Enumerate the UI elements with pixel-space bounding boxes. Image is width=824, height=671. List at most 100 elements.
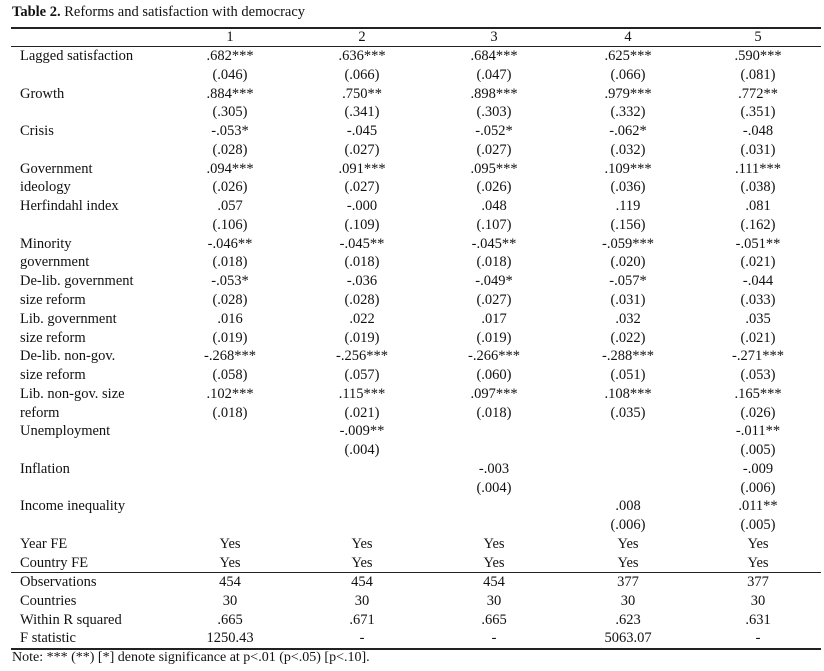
- table-cell: .032: [615, 310, 641, 327]
- table-cell: -.000: [346, 198, 378, 215]
- table-title: Table 2. Reforms and satisfaction with d…: [12, 4, 305, 21]
- table-cell: (.107): [476, 216, 512, 233]
- table-cell: Yes: [483, 554, 505, 571]
- table-cell: .682***: [206, 48, 254, 64]
- table-cell: -.053*: [211, 123, 249, 140]
- table-cell: (.021): [344, 404, 380, 421]
- table-row: size reform (.019) (.019) (.019) (.022) (.021…: [0, 329, 824, 348]
- table-cell: Yes: [219, 536, 241, 553]
- table-cell: (.026): [476, 179, 512, 196]
- table-cell: Yes: [617, 536, 639, 553]
- table-cell: (.035): [610, 404, 646, 421]
- table-cell: -.053*: [211, 273, 249, 290]
- table-cell: (.058): [212, 367, 248, 384]
- table-cell: -.256***: [336, 348, 388, 365]
- table-cell: 30: [750, 592, 766, 609]
- table-cell: -.051**: [735, 235, 781, 252]
- table-row: Countries 30 30 30 30 30: [0, 592, 824, 611]
- table-cell: 377: [747, 574, 769, 590]
- table-cell: 454: [351, 574, 373, 590]
- table-cell: .119: [615, 198, 641, 215]
- table-cell: .590***: [734, 48, 782, 64]
- table-row: Lib. non-gov. size .102*** .115*** .097***.…: [0, 385, 824, 404]
- table-cell: -.057*: [609, 273, 647, 290]
- table-cell: (.028): [344, 292, 380, 308]
- table-cell: (.005): [740, 517, 776, 534]
- table-row: Lib. government .016 .022 .017 .032 .035: [0, 310, 824, 329]
- row-label: Growth: [20, 85, 65, 102]
- table-cell: (.081): [740, 66, 776, 83]
- table-row: Lagged satisfaction .682*** .636*** .684***…: [0, 47, 824, 66]
- table-row: Observations 454 454 454 377 377: [0, 573, 824, 592]
- table-cell: Yes: [351, 536, 373, 553]
- table-row: size reform (.058) (.057) (.060) (.051) (.053…: [0, 366, 824, 385]
- table-cell: (.106): [212, 216, 248, 233]
- table-cell: (.027): [344, 179, 380, 196]
- table-cell: (.022): [610, 329, 646, 346]
- table-cell: (.020): [610, 254, 646, 271]
- table-row: (.004) (.005): [0, 441, 824, 460]
- table-row: Unemployment -.009** -.011**: [0, 422, 824, 441]
- header-row: 1 2 3 4 5: [0, 28, 824, 47]
- table-cell: (.018): [212, 404, 248, 421]
- table-row: (.004) (.006): [0, 479, 824, 498]
- table-row: Inflation -.003 -.009: [0, 460, 824, 479]
- table-cell: -.045: [346, 123, 378, 140]
- table-cell: -.011**: [735, 423, 781, 440]
- table-cell: 454: [483, 574, 505, 590]
- row-label: size reform: [20, 329, 86, 346]
- table-row: (.028) (.027) (.027) (.032) (.031): [0, 141, 824, 160]
- table-cell: .109***: [604, 160, 652, 177]
- table-cell: .898***: [470, 85, 518, 102]
- table-cell: (.046): [212, 66, 248, 83]
- table-cell: .057: [217, 198, 243, 215]
- header-rule: [11, 46, 821, 47]
- row-label: Unemployment: [20, 423, 111, 440]
- table-cell: (.305): [212, 104, 248, 121]
- table-cell: (.033): [740, 292, 776, 308]
- table-cell: .636***: [338, 48, 386, 64]
- table-cell: -.046**: [207, 235, 253, 252]
- table-cell: Yes: [219, 554, 241, 571]
- table-cell: -.062*: [609, 123, 647, 140]
- table-row: government (.018) (.018) (.018) (.020) (.021): [0, 253, 824, 272]
- table-cell: (.021): [740, 329, 776, 346]
- table-cell: (.018): [476, 254, 512, 271]
- table-cell: -.052*: [475, 123, 513, 140]
- table-cell: (.066): [610, 66, 646, 83]
- table-cell: -.003: [478, 460, 510, 477]
- table-cell: (.027): [476, 292, 512, 308]
- table-cell: .017: [481, 310, 507, 327]
- table-cell: .048: [481, 198, 507, 215]
- table-cell: Yes: [351, 554, 373, 571]
- table-row: F statistic 1250.43 - - 5063.07 -: [0, 629, 824, 648]
- table-cell: (.351): [740, 104, 776, 121]
- table-cell: -.045**: [339, 235, 385, 252]
- table-cell: .022: [349, 310, 375, 327]
- table-row: Income inequality .008 .011**: [0, 497, 824, 516]
- table-cell: .772**: [738, 85, 778, 102]
- table-cell: Yes: [483, 536, 505, 553]
- table-cell: (.027): [344, 141, 380, 158]
- table-cell: .091***: [338, 160, 386, 177]
- table-cell: (.047): [476, 66, 512, 83]
- table-cell: (.341): [344, 104, 380, 121]
- row-label: Observations: [20, 574, 97, 590]
- table-cell: .035: [745, 310, 771, 327]
- table-row: Minority -.046** -.045** -.045** -.059*** -.0…: [0, 235, 824, 254]
- table-cell: -: [359, 630, 365, 647]
- table-caption: Reforms and satisfaction with democracy: [64, 4, 306, 20]
- row-label: Within R squared: [20, 611, 122, 628]
- column-header: 3: [490, 29, 498, 45]
- table-cell: .011**: [738, 498, 778, 515]
- row-label: Year FE: [20, 536, 68, 553]
- table-cell: .671: [349, 611, 375, 628]
- table-cell: (.032): [610, 141, 646, 158]
- column-header: 2: [358, 29, 366, 45]
- table-cell: 377: [617, 574, 639, 590]
- table-cell: .631: [745, 611, 771, 628]
- table-cell: 1250.43: [206, 630, 254, 647]
- table-cell: 5063.07: [604, 630, 652, 647]
- row-label: De-lib. non-gov.: [20, 348, 116, 365]
- table-cell: -.044: [742, 273, 774, 290]
